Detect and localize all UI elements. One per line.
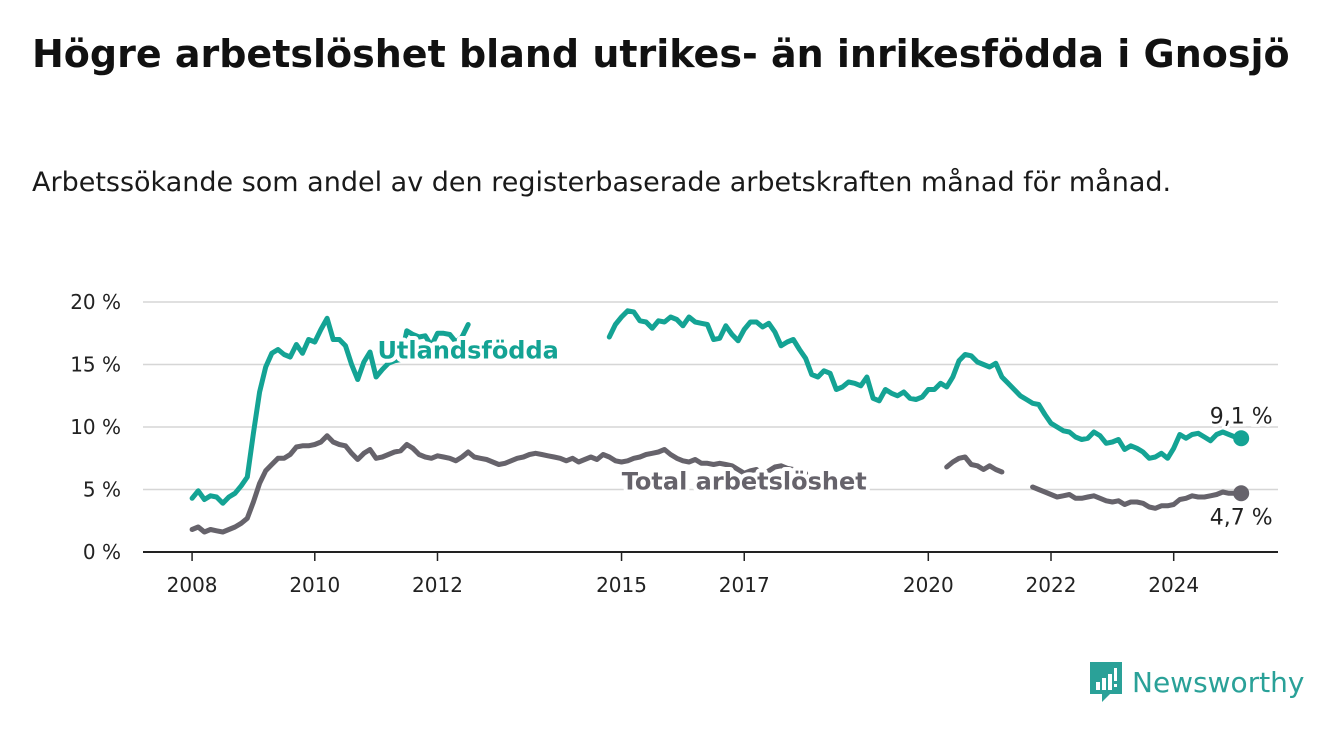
- end-markers: 9,1 % 4,7 %: [1207, 401, 1276, 533]
- end-marker: [1233, 485, 1250, 502]
- end-value-label: 9,1 %: [1210, 404, 1273, 429]
- x-tick-label: 2010: [289, 573, 340, 597]
- series-lines: [189, 308, 1244, 535]
- x-tick-label: 2020: [903, 573, 954, 597]
- x-tick-label: 2024: [1148, 573, 1199, 597]
- y-tick-label: 0 %: [83, 540, 121, 564]
- chart-subtitle: Arbetssökande som andel av den registerb…: [32, 167, 1172, 198]
- y-tick-label: 15 %: [70, 353, 121, 377]
- newsworthy-logo-icon: [1090, 662, 1122, 702]
- y-tick-label: 10 %: [70, 415, 121, 439]
- x-axis-ticks: 2008 2010 2012 2015 2017 2020 2022 2024: [143, 551, 1278, 597]
- x-tick-label: 2008: [167, 573, 218, 597]
- y-tick-label: 20 %: [70, 290, 121, 314]
- x-tick-label: 2012: [412, 573, 463, 597]
- y-axis-ticks: 0 % 5 % 10 % 15 % 20 %: [70, 290, 121, 564]
- y-tick-label: 5 %: [83, 478, 121, 502]
- gridlines: [143, 301, 1278, 491]
- end-marker: [1233, 430, 1250, 447]
- x-tick-label: 2017: [719, 573, 770, 597]
- series-label: Total arbetslöshet: [622, 468, 867, 496]
- series-line-1: [189, 433, 1244, 535]
- chart-title: Högre arbetslöshet bland utrikes- än inr…: [32, 32, 1290, 76]
- x-tick-label: 2015: [596, 573, 647, 597]
- series-labels: Utlandsfödda Total arbetslöshet: [373, 332, 870, 499]
- brand-logo[interactable]: Newsworthy: [1088, 660, 1305, 704]
- brand-name: Newsworthy: [1132, 665, 1305, 699]
- x-tick-label: 2022: [1026, 573, 1077, 597]
- series-line-0: [189, 308, 1244, 506]
- end-value-label: 4,7 %: [1210, 505, 1273, 530]
- series-label: Utlandsfödda: [377, 336, 558, 364]
